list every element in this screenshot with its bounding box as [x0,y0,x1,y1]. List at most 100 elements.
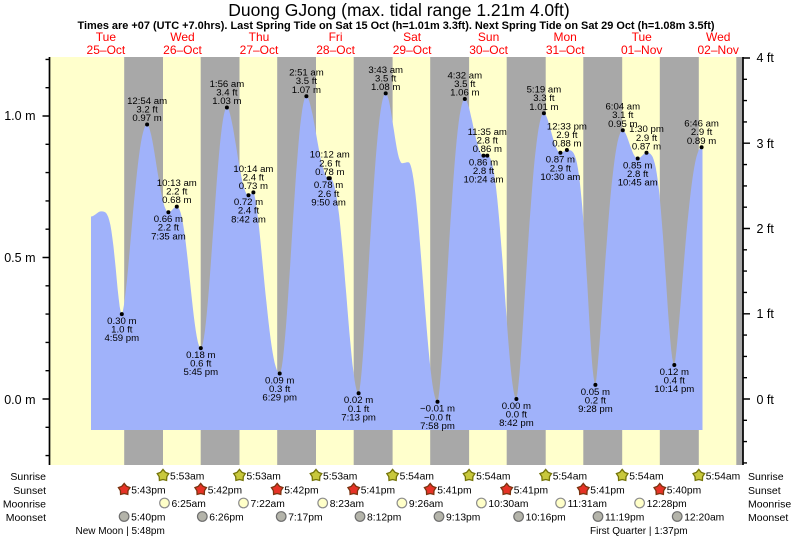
svg-text:0.85 m: 0.85 m [623,160,652,171]
svg-text:1.03 m: 1.03 m [212,96,241,107]
svg-text:10:12 am: 10:12 am [310,150,350,161]
svg-text:29–Oct: 29–Oct [393,43,432,57]
svg-text:0.66 m: 0.66 m [154,214,183,225]
svg-text:0.05 m: 0.05 m [581,387,610,398]
svg-text:Wed: Wed [706,30,730,44]
svg-text:12:20am: 12:20am [684,513,724,524]
svg-text:5:19 am: 5:19 am [527,85,562,96]
svg-text:0.86 m: 0.86 m [473,144,502,155]
svg-text:0.88 m: 0.88 m [552,139,581,150]
svg-text:10:14 am: 10:14 am [233,164,273,175]
svg-text:5:53am: 5:53am [323,472,357,483]
svg-text:7:58 pm: 7:58 pm [420,421,455,432]
svg-text:2:51 am: 2:51 am [289,68,324,79]
svg-text:10:13 am: 10:13 am [157,178,197,189]
svg-text:0.09 m: 0.09 m [265,375,294,386]
svg-text:8:12pm: 8:12pm [367,513,401,524]
svg-text:9:28 pm: 9:28 pm [578,404,613,415]
svg-text:2.8 ft: 2.8 ft [627,169,649,180]
svg-text:−0.0 ft: −0.0 ft [424,412,451,423]
svg-text:2.4 ft: 2.4 ft [238,206,260,217]
svg-text:2 ft: 2 ft [757,222,775,236]
svg-text:6:46 am: 6:46 am [684,119,719,130]
svg-text:Moonrise: Moonrise [3,499,46,511]
svg-text:10:30 am: 10:30 am [540,172,580,183]
svg-text:0.78 m: 0.78 m [315,167,344,178]
svg-text:1.0 ft: 1.0 ft [111,325,133,336]
svg-text:5:41pm: 5:41pm [437,486,471,497]
svg-text:Sunset: Sunset [748,485,781,497]
svg-text:02–Nov: 02–Nov [698,43,739,57]
svg-text:0.87 m: 0.87 m [546,155,575,166]
svg-text:25–Oct: 25–Oct [87,43,126,57]
svg-text:4:32 am: 4:32 am [447,70,482,81]
svg-text:2.2 ft: 2.2 ft [158,223,180,234]
svg-text:6:04 am: 6:04 am [605,102,640,113]
svg-text:5:54am: 5:54am [629,472,663,483]
svg-text:2.6 ft: 2.6 ft [318,189,340,200]
svg-text:5:41pm: 5:41pm [514,486,548,497]
svg-text:0.2 ft: 0.2 ft [585,395,607,406]
svg-text:Sat: Sat [403,30,422,44]
svg-text:Moonset: Moonset [748,512,788,524]
svg-text:5:43pm: 5:43pm [131,486,165,497]
svg-text:2.8 ft: 2.8 ft [473,166,495,177]
svg-text:0.4 ft: 0.4 ft [664,376,686,387]
svg-text:3 ft: 3 ft [757,137,775,151]
svg-text:9:26am: 9:26am [409,499,443,510]
svg-text:3.1 ft: 3.1 ft [612,110,634,121]
svg-text:5:40pm: 5:40pm [131,513,165,524]
svg-text:0.97 m: 0.97 m [132,113,161,124]
svg-text:2.6 ft: 2.6 ft [319,158,341,169]
svg-text:3.3 ft: 3.3 ft [533,93,555,104]
svg-text:0.89 m: 0.89 m [687,136,716,147]
svg-text:Fri: Fri [329,30,343,44]
svg-text:3.5 ft: 3.5 ft [296,76,318,87]
svg-text:3.5 ft: 3.5 ft [375,73,397,84]
svg-text:0.86 m: 0.86 m [469,158,498,169]
svg-text:1:56 am: 1:56 am [210,79,245,90]
svg-text:01–Nov: 01–Nov [621,43,662,57]
svg-text:0.78 m: 0.78 m [314,180,343,191]
svg-text:3.2 ft: 3.2 ft [136,105,158,116]
svg-text:2.2 ft: 2.2 ft [166,187,188,198]
svg-text:0.1 ft: 0.1 ft [348,404,370,415]
svg-text:0.72 m: 0.72 m [234,197,263,208]
svg-text:0.87 m: 0.87 m [632,141,661,152]
svg-text:0.12 m: 0.12 m [660,367,689,378]
svg-text:Sun: Sun [478,30,499,44]
svg-text:Sunset: Sunset [13,485,46,497]
svg-text:10:24 am: 10:24 am [463,175,503,186]
svg-text:5:40pm: 5:40pm [667,486,701,497]
svg-text:11:19pm: 11:19pm [605,513,644,524]
svg-text:2.9 ft: 2.9 ft [550,163,572,174]
svg-text:4 ft: 4 ft [757,51,775,65]
svg-text:3.5 ft: 3.5 ft [454,79,476,90]
svg-text:10:30am: 10:30am [488,499,528,510]
svg-text:10:16pm: 10:16pm [526,513,566,524]
svg-text:New Moon | 5:48pm: New Moon | 5:48pm [76,526,165,537]
svg-text:0 ft: 0 ft [757,393,775,407]
svg-text:28–Oct: 28–Oct [316,43,355,57]
svg-text:8:42 pm: 8:42 pm [499,418,534,429]
svg-text:10:14 pm: 10:14 pm [654,384,694,395]
svg-text:5:42pm: 5:42pm [208,486,242,497]
svg-text:1.01 m: 1.01 m [529,102,558,113]
svg-text:5:54am: 5:54am [476,472,510,483]
svg-text:0.18 m: 0.18 m [186,350,215,361]
svg-text:11:31am: 11:31am [568,499,607,510]
svg-text:0.00 m: 0.00 m [502,401,531,412]
svg-text:12:33 pm: 12:33 pm [547,121,587,132]
svg-text:9:13pm: 9:13pm [446,513,480,524]
svg-text:1.06 m: 1.06 m [450,88,479,99]
svg-text:27–Oct: 27–Oct [240,43,279,57]
svg-text:6:26pm: 6:26pm [209,513,243,524]
svg-text:1.0 m: 1.0 m [4,109,35,123]
svg-text:Sunrise: Sunrise [748,471,784,483]
svg-text:0.0 m: 0.0 m [4,393,35,407]
svg-text:26–Oct: 26–Oct [163,43,202,57]
svg-text:5:53am: 5:53am [247,472,281,483]
svg-text:Times are +07 (UTC +7.0hrs). L: Times are +07 (UTC +7.0hrs). Last Spring… [77,20,714,32]
svg-text:Moonset: Moonset [6,512,46,524]
svg-text:Mon: Mon [554,30,577,44]
